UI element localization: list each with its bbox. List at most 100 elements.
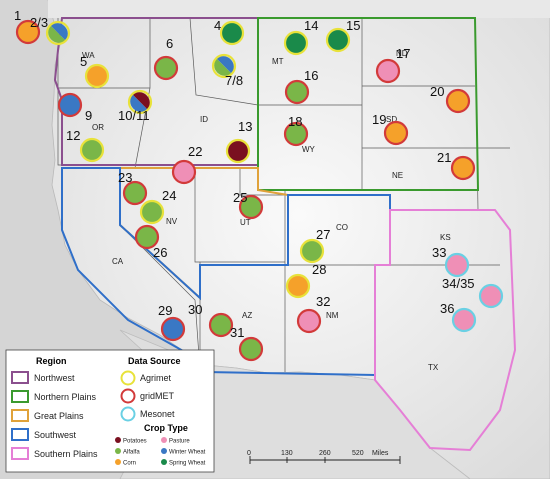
canada-land [48, 0, 550, 18]
site-circle [238, 194, 264, 220]
scale-unit: Miles [372, 450, 389, 457]
site-label: 23 [118, 170, 132, 185]
state-label-tx: TX [428, 363, 439, 372]
site-circle [171, 159, 197, 185]
legend-crop-label: Spring Wheat [169, 461, 206, 467]
site-label: 10/11 [118, 108, 150, 123]
site-29: 29 [158, 303, 186, 342]
site-label: 28 [312, 262, 326, 277]
site-label: 7/8 [225, 73, 243, 88]
legend-source-title: Data Source [128, 356, 181, 366]
site-circle [208, 312, 234, 338]
site-18: 18 [283, 114, 309, 147]
site-circle [134, 224, 160, 250]
site-circle [139, 199, 165, 225]
site-label: 13 [238, 119, 252, 134]
legend-crop-swatch [161, 448, 167, 454]
legend-crop-label: Pasture [169, 439, 190, 445]
legend-region-label: Northern Plains [34, 392, 97, 402]
scale-label-130: 130 [281, 450, 293, 457]
legend-region-swatch [11, 390, 29, 403]
site-12: 12 [66, 128, 105, 163]
legend-source-label: Agrimet [140, 373, 172, 383]
site-20: 20 [430, 84, 471, 114]
legend-crop-swatch [115, 448, 121, 454]
site-1: 1 [14, 8, 41, 45]
legend-crop-title: Crop Type [144, 423, 188, 433]
state-label-nd: ND [396, 49, 408, 58]
site-10-11: 10/11 [118, 89, 153, 123]
legend-regions: Northwest Northern Plains Great Plains Sout… [11, 371, 98, 460]
site-4: 4 [214, 18, 245, 46]
site-15: 15 [325, 18, 360, 53]
site-label: 12 [66, 128, 80, 143]
state-label-co: CO [336, 223, 348, 232]
legend-region-label: Southern Plains [34, 449, 98, 459]
legend-source-swatch [120, 388, 136, 404]
site-label: 20 [430, 84, 444, 99]
site-label: 4 [214, 18, 221, 33]
state-label-az: AZ [242, 311, 252, 320]
legend-region-label: Southwest [34, 430, 77, 440]
state-label-sd: SD [386, 115, 397, 124]
scale-label-0: 0 [247, 450, 251, 457]
legend-source-swatch [120, 370, 136, 386]
site-circle [325, 27, 351, 53]
site-circle [450, 155, 476, 181]
site-fill-a [216, 56, 234, 74]
site-21: 21 [437, 150, 476, 181]
scale-bar: 0 130 260 520 Miles [247, 450, 401, 464]
site-label: 34/35 [442, 276, 475, 291]
state-label-ne: NE [392, 171, 403, 180]
site-fill-b [130, 94, 148, 112]
site-circle [283, 30, 309, 56]
state-labels: WA OR ID MT ND SD WY NE CA NV UT CO KS AZ NM TX [82, 49, 451, 372]
site-circle [284, 79, 310, 105]
site-33: 33 [432, 245, 470, 278]
site-circle [285, 273, 311, 299]
site-circle [122, 180, 148, 206]
site-label: 24 [162, 188, 176, 203]
site-circle [238, 336, 264, 362]
site-circle [296, 308, 322, 334]
legend: Region Northwest Northern Plains Great Pla… [5, 349, 215, 473]
site-circle [15, 19, 41, 45]
site-25: 25 [233, 190, 264, 220]
site-label: 17 [396, 46, 410, 61]
legend-sources: Agrimet gridMET Mesonet [120, 370, 175, 422]
legend-source-label: Mesonet [140, 409, 175, 419]
legend-crop-swatch [161, 437, 167, 443]
legend-source-label: gridMET [140, 391, 175, 401]
site-circle [219, 20, 245, 46]
legend-region-title: Region [36, 356, 67, 366]
site-circle [283, 121, 309, 147]
state-label-ca: CA [112, 257, 124, 266]
legend-region-swatch [11, 371, 29, 384]
legend-crops: Potatoes Pasture Alfalfa Winter Wheat Corn Sp… [115, 437, 206, 467]
site-26: 26 [134, 224, 167, 260]
site-label: 36 [440, 301, 454, 316]
site-ring [127, 89, 153, 115]
site-circle [375, 58, 401, 84]
state-label-mt: MT [272, 57, 284, 66]
site-circle [84, 63, 110, 89]
site-31: 31 [230, 325, 264, 362]
site-ring [45, 20, 71, 46]
site-23: 23 [118, 170, 148, 206]
site-fill-b [48, 25, 66, 43]
site-label: 2/3 [30, 15, 48, 30]
site-label: 31 [230, 325, 244, 340]
site-label: 14 [304, 18, 318, 33]
site-label: 30 [188, 302, 202, 317]
site-17: 17 [375, 46, 410, 84]
site-28: 28 [285, 262, 326, 299]
site-6: 6 [153, 36, 179, 81]
site-label: 9 [85, 108, 92, 123]
legend-box [5, 349, 215, 473]
site-36: 36 [440, 301, 477, 333]
state-label-wy: WY [302, 145, 316, 154]
site-label: 6 [166, 36, 173, 51]
legend-source-swatch [120, 406, 136, 422]
site-label: 32 [316, 294, 330, 309]
